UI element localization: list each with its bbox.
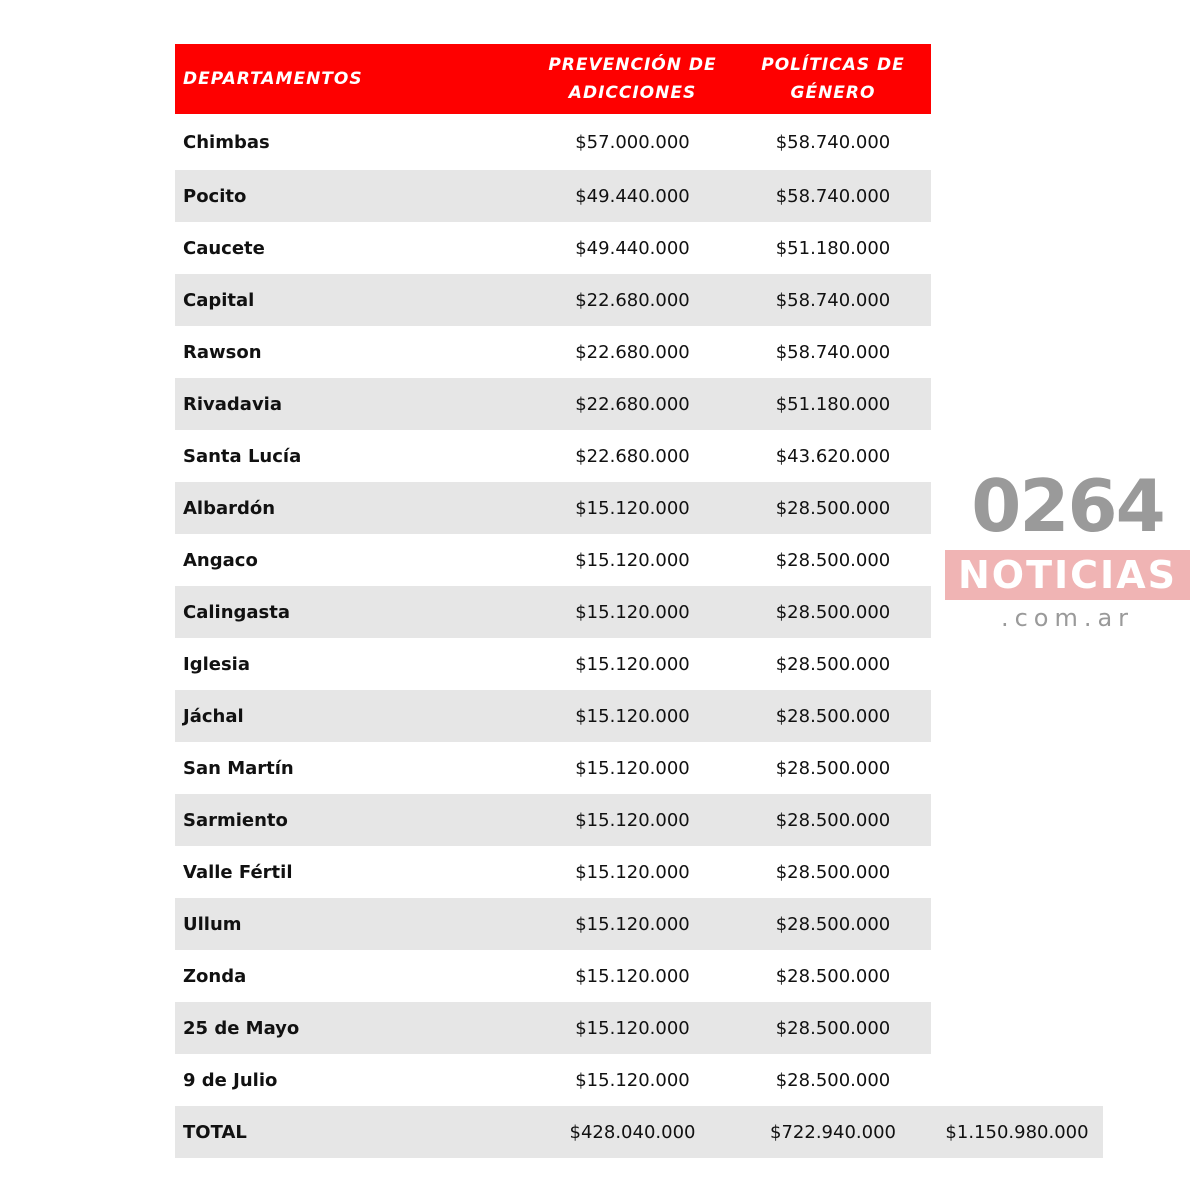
genero-cell: $58.740.000 <box>775 131 891 153</box>
genero-cell: $28.500.000 <box>775 653 891 675</box>
prevencion-cell: $22.680.000 <box>575 445 690 467</box>
header-prevencion-adicciones: PREVENCIÓN DE ADICCIONES <box>548 55 717 103</box>
departamento-cell: Sarmiento <box>183 809 288 831</box>
departamento-cell: Calingasta <box>183 601 291 623</box>
table-row: Iglesia $15.120.000 $28.500.000 <box>175 638 931 690</box>
budget-table: DEPARTAMENTOS PREVENCIÓN DE ADICCIONES P… <box>175 44 1103 1158</box>
departamento-cell: Chimbas <box>183 131 270 153</box>
genero-cell: $28.500.000 <box>775 757 891 779</box>
prevencion-cell: $15.120.000 <box>575 705 690 727</box>
table-row: Jáchal $15.120.000 $28.500.000 <box>175 690 931 742</box>
genero-cell: $28.500.000 <box>775 861 891 883</box>
genero-cell: $43.620.000 <box>775 445 891 467</box>
table-row: Rawson $22.680.000 $58.740.000 <box>175 326 931 378</box>
genero-cell: $28.500.000 <box>775 601 891 623</box>
table-row: Ullum $15.120.000 $28.500.000 <box>175 898 931 950</box>
genero-cell: $58.740.000 <box>775 185 891 207</box>
departamento-cell: Rivadavia <box>183 393 282 415</box>
table-row: Caucete $49.440.000 $51.180.000 <box>175 222 931 274</box>
genero-cell: $51.180.000 <box>775 393 891 415</box>
table-body: Chimbas $57.000.000 $58.740.000 Pocito $49.4… <box>175 114 1103 1106</box>
genero-cell: $51.180.000 <box>775 237 891 259</box>
table-row: 9 de Julio $15.120.000 $28.500.000 <box>175 1054 931 1106</box>
prevencion-cell: $15.120.000 <box>575 757 690 779</box>
prevencion-cell: $15.120.000 <box>575 1017 690 1039</box>
genero-cell: $28.500.000 <box>775 965 891 987</box>
prevencion-cell: $15.120.000 <box>575 601 690 623</box>
total-overall: $1.150.980.000 <box>945 1121 1089 1143</box>
total-row: TOTAL $428.040.000 $722.940.000 $1.150.9… <box>175 1106 1103 1158</box>
departamento-cell: Valle Fértil <box>183 861 293 883</box>
prevencion-cell: $15.120.000 <box>575 1069 690 1091</box>
prevencion-cell: $15.120.000 <box>575 861 690 883</box>
prevencion-cell: $15.120.000 <box>575 549 690 571</box>
genero-cell: $28.500.000 <box>775 705 891 727</box>
table-row: Calingasta $15.120.000 $28.500.000 <box>175 586 931 638</box>
prevencion-cell: $15.120.000 <box>575 809 690 831</box>
genero-cell: $28.500.000 <box>775 1017 891 1039</box>
departamento-cell: Rawson <box>183 341 262 363</box>
table-row: San Martín $15.120.000 $28.500.000 <box>175 742 931 794</box>
prevencion-cell: $15.120.000 <box>575 965 690 987</box>
total-label: TOTAL <box>183 1121 247 1143</box>
departamento-cell: Santa Lucía <box>183 445 302 467</box>
departamento-cell: Pocito <box>183 185 247 207</box>
total-prevencion: $428.040.000 <box>569 1121 696 1143</box>
prevencion-cell: $15.120.000 <box>575 913 690 935</box>
table-row: Pocito $49.440.000 $58.740.000 <box>175 170 931 222</box>
table-row: Albardón $15.120.000 $28.500.000 <box>175 482 931 534</box>
departamento-cell: Caucete <box>183 237 265 259</box>
departamento-cell: Iglesia <box>183 653 250 675</box>
departamento-cell: 25 de Mayo <box>183 1017 300 1039</box>
prevencion-cell: $22.680.000 <box>575 393 690 415</box>
table-row: Valle Fértil $15.120.000 $28.500.000 <box>175 846 931 898</box>
departamento-cell: Capital <box>183 289 255 311</box>
genero-cell: $28.500.000 <box>775 1069 891 1091</box>
genero-cell: $58.740.000 <box>775 341 891 363</box>
departamento-cell: 9 de Julio <box>183 1069 278 1091</box>
genero-cell: $28.500.000 <box>775 497 891 519</box>
genero-cell: $28.500.000 <box>775 913 891 935</box>
genero-cell: $58.740.000 <box>775 289 891 311</box>
table-row: Chimbas $57.000.000 $58.740.000 <box>175 114 931 170</box>
departamento-cell: Zonda <box>183 965 247 987</box>
departamento-cell: Angaco <box>183 549 258 571</box>
table-row: Angaco $15.120.000 $28.500.000 <box>175 534 931 586</box>
prevencion-cell: $15.120.000 <box>575 497 690 519</box>
genero-cell: $28.500.000 <box>775 809 891 831</box>
table-row: Sarmiento $15.120.000 $28.500.000 <box>175 794 931 846</box>
prevencion-cell: $22.680.000 <box>575 341 690 363</box>
table-row: Capital $22.680.000 $58.740.000 <box>175 274 931 326</box>
prevencion-cell: $22.680.000 <box>575 289 690 311</box>
genero-cell: $28.500.000 <box>775 549 891 571</box>
table-row: Santa Lucía $22.680.000 $43.620.000 <box>175 430 931 482</box>
prevencion-cell: $49.440.000 <box>575 185 690 207</box>
table-row: Rivadavia $22.680.000 $51.180.000 <box>175 378 931 430</box>
table-row: Zonda $15.120.000 $28.500.000 <box>175 950 931 1002</box>
header-departamentos: DEPARTAMENTOS <box>183 69 363 89</box>
prevencion-cell: $57.000.000 <box>575 131 690 153</box>
departamento-cell: Ullum <box>183 913 242 935</box>
departamento-cell: Jáchal <box>183 705 244 727</box>
total-genero: $722.940.000 <box>770 1121 896 1143</box>
table-row: 25 de Mayo $15.120.000 $28.500.000 <box>175 1002 931 1054</box>
table-header: DEPARTAMENTOS PREVENCIÓN DE ADICCIONES P… <box>175 44 931 114</box>
prevencion-cell: $15.120.000 <box>575 653 690 675</box>
header-politicas-genero: POLÍTICAS DE GÉNERO <box>761 55 905 103</box>
prevencion-cell: $49.440.000 <box>575 237 690 259</box>
departamento-cell: Albardón <box>183 497 276 519</box>
departamento-cell: San Martín <box>183 757 294 779</box>
